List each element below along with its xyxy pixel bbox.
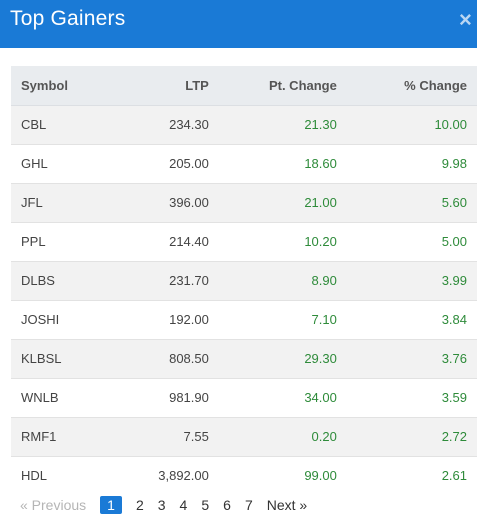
pagination: « Previous 1 2 3 4 5 6 7 Next » <box>20 494 321 516</box>
cell-pt-change: 7.10 <box>218 299 347 339</box>
cell-ltp: 396.00 <box>108 182 219 222</box>
pagination-page-5[interactable]: 5 <box>201 497 210 513</box>
cell-ltp: 231.70 <box>108 260 219 300</box>
cell-ltp: 7.55 <box>108 416 219 456</box>
cell-pct-change: 5.00 <box>346 221 477 261</box>
cell-pt-change: 29.30 <box>218 338 347 378</box>
cell-symbol: WNLB <box>11 377 109 417</box>
table-row[interactable]: JFL 396.00 21.00 5.60 <box>11 182 477 222</box>
table-row[interactable]: WNLB 981.90 34.00 3.59 <box>11 377 477 417</box>
cell-pt-change: 8.90 <box>218 260 347 300</box>
pagination-page-2[interactable]: 2 <box>135 497 144 513</box>
cell-ltp: 808.50 <box>108 338 219 378</box>
cell-ltp: 3,892.00 <box>108 455 219 495</box>
pagination-page-7[interactable]: 7 <box>244 497 253 513</box>
cell-symbol: DLBS <box>11 260 109 300</box>
pagination-page-3[interactable]: 3 <box>157 497 166 513</box>
cell-symbol: RMF1 <box>11 416 109 456</box>
close-icon[interactable]: × <box>459 8 472 32</box>
cell-ltp: 234.30 <box>108 104 219 144</box>
gainers-table: Symbol LTP Pt. Change % Change CBL 234.3… <box>11 66 477 495</box>
cell-symbol: PPL <box>11 221 109 261</box>
column-header-symbol[interactable]: Symbol <box>11 66 109 106</box>
table-row[interactable]: HDL 3,892.00 99.00 2.61 <box>11 455 477 495</box>
table-row[interactable]: DLBS 231.70 8.90 3.99 <box>11 260 477 300</box>
column-header-ltp[interactable]: LTP <box>108 66 219 106</box>
pagination-page-4[interactable]: 4 <box>179 497 188 513</box>
gainers-table-container: Symbol LTP Pt. Change % Change CBL 234.3… <box>11 66 477 495</box>
cell-pt-change: 99.00 <box>218 455 347 495</box>
cell-pct-change: 3.84 <box>346 299 477 339</box>
cell-pct-change: 10.00 <box>346 104 477 144</box>
cell-pct-change: 2.61 <box>346 455 477 495</box>
cell-pt-change: 18.60 <box>218 143 347 183</box>
table-row[interactable]: GHL 205.00 18.60 9.98 <box>11 143 477 183</box>
table-row[interactable]: PPL 214.40 10.20 5.00 <box>11 221 477 261</box>
cell-pct-change: 2.72 <box>346 416 477 456</box>
cell-ltp: 205.00 <box>108 143 219 183</box>
cell-symbol: JFL <box>11 182 109 222</box>
table-header-row: Symbol LTP Pt. Change % Change <box>11 66 477 106</box>
cell-pct-change: 3.76 <box>346 338 477 378</box>
cell-pt-change: 10.20 <box>218 221 347 261</box>
table-row[interactable]: JOSHI 192.00 7.10 3.84 <box>11 299 477 339</box>
modal-header: Top Gainers × <box>0 0 477 48</box>
column-header-pt-change[interactable]: Pt. Change <box>218 66 347 106</box>
cell-pct-change: 5.60 <box>346 182 477 222</box>
table-row[interactable]: KLBSL 808.50 29.30 3.76 <box>11 338 477 378</box>
pagination-page-1[interactable]: 1 <box>100 496 122 514</box>
cell-pct-change: 3.99 <box>346 260 477 300</box>
cell-ltp: 214.40 <box>108 221 219 261</box>
cell-ltp: 192.00 <box>108 299 219 339</box>
cell-symbol: KLBSL <box>11 338 109 378</box>
cell-symbol: JOSHI <box>11 299 109 339</box>
modal-title: Top Gainers <box>10 7 126 30</box>
pagination-next[interactable]: Next » <box>266 497 308 513</box>
cell-symbol: GHL <box>11 143 109 183</box>
pagination-previous[interactable]: « Previous <box>20 497 87 513</box>
table-row[interactable]: RMF1 7.55 0.20 2.72 <box>11 416 477 456</box>
cell-pct-change: 3.59 <box>346 377 477 417</box>
cell-pt-change: 21.00 <box>218 182 347 222</box>
column-header-pct-change[interactable]: % Change <box>346 66 477 106</box>
table-row[interactable]: CBL 234.30 21.30 10.00 <box>11 104 477 144</box>
cell-symbol: HDL <box>11 455 109 495</box>
cell-pt-change: 21.30 <box>218 104 347 144</box>
pagination-page-6[interactable]: 6 <box>223 497 231 513</box>
cell-pt-change: 0.20 <box>218 416 347 456</box>
cell-pct-change: 9.98 <box>346 143 477 183</box>
cell-symbol: CBL <box>11 104 109 144</box>
cell-pt-change: 34.00 <box>218 377 347 417</box>
cell-ltp: 981.90 <box>108 377 219 417</box>
